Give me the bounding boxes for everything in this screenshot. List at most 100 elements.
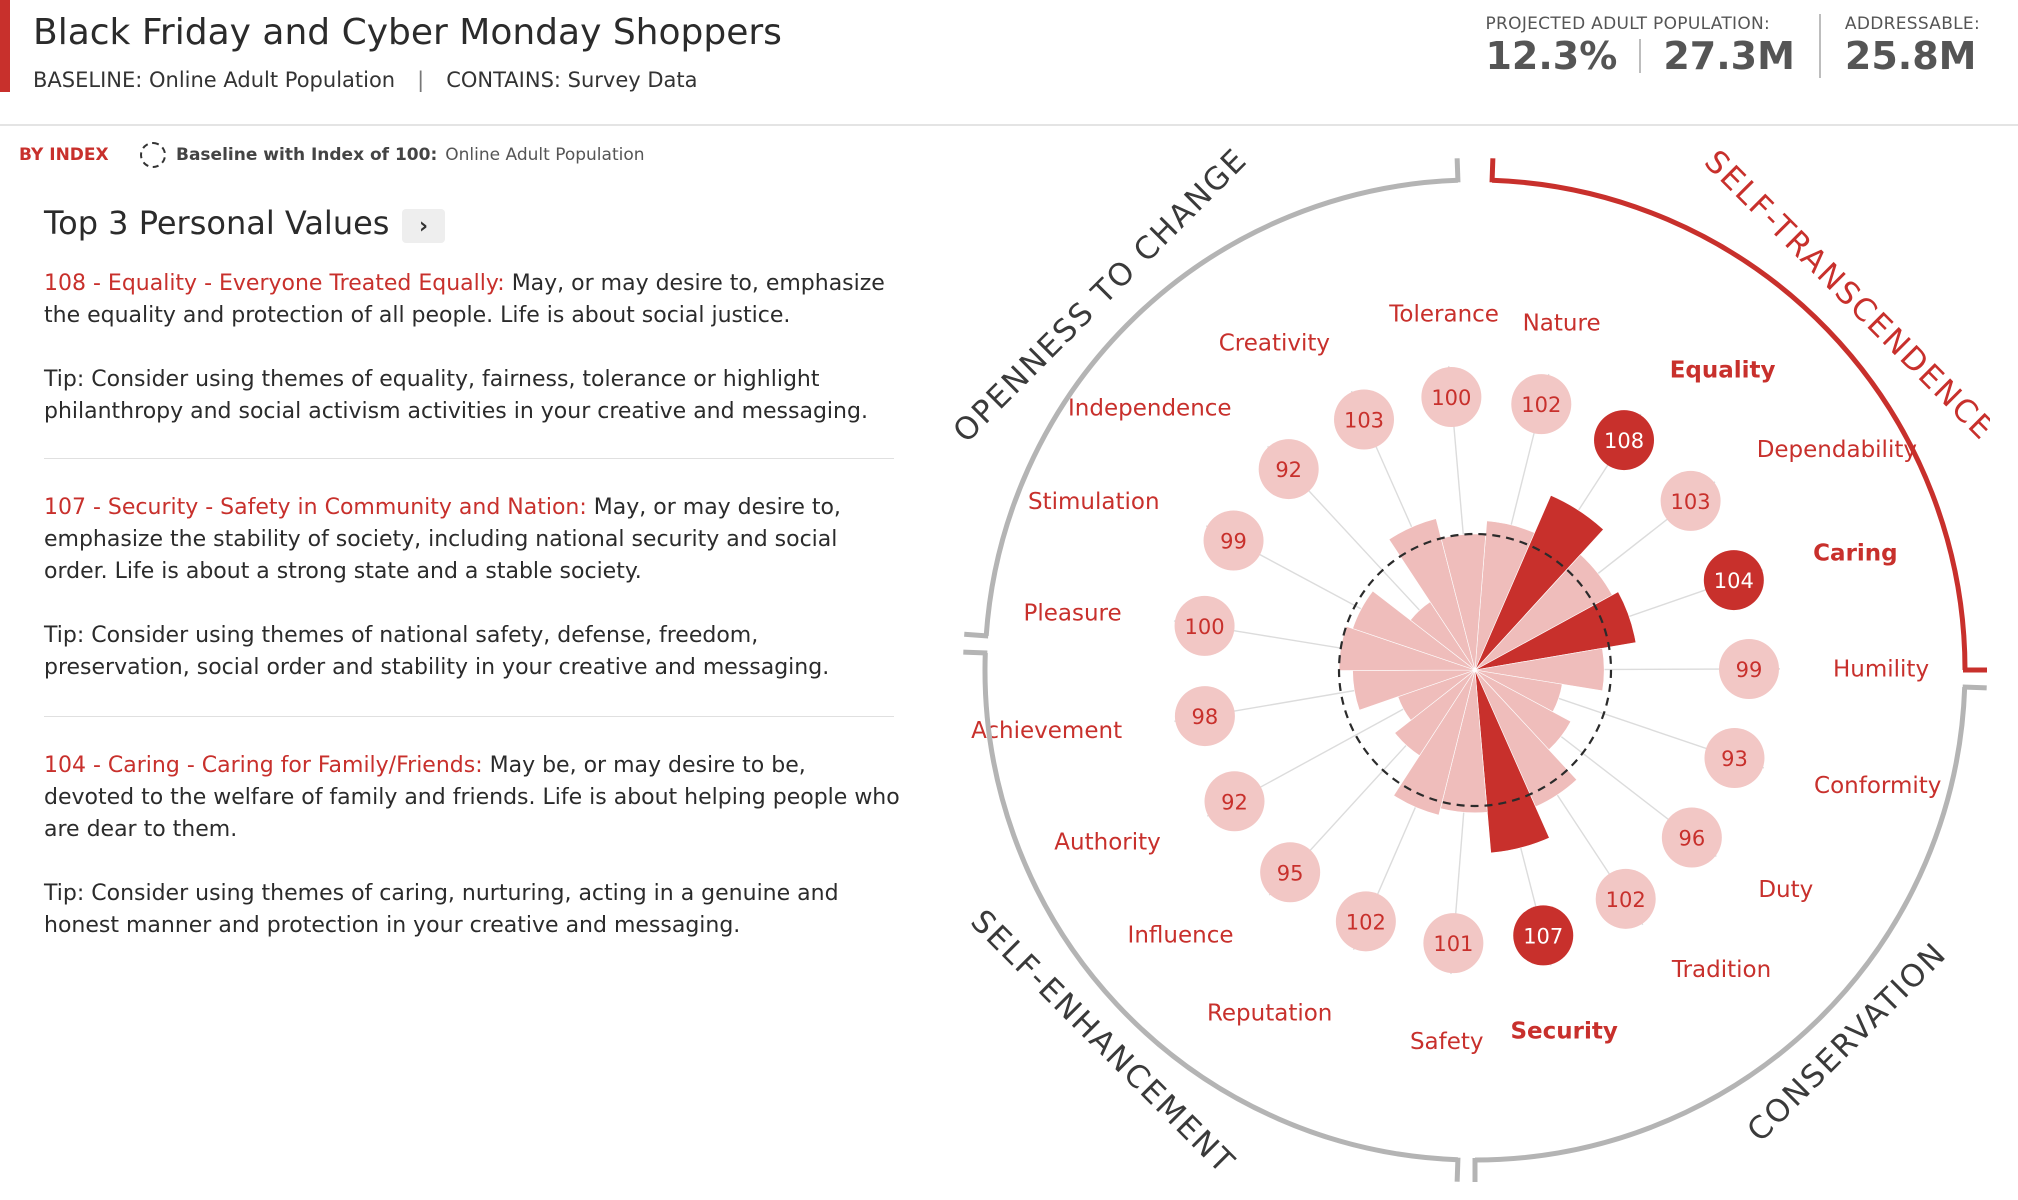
value-wedge-influence [1394, 669, 1476, 757]
value-label-influence: Influence [1128, 922, 1234, 948]
header-accent-bar [0, 0, 10, 92]
value-dot [1174, 686, 1235, 747]
value-label-equality: Equality [1670, 358, 1776, 384]
value-lead: 108 - Equality - Everyone Treated Equall… [44, 271, 505, 296]
projected-percent: 12.3% [1485, 34, 1618, 78]
group-arc-conservation [1474, 687, 1968, 1163]
value-lead: 107 - Security - Safety in Community and… [44, 495, 587, 520]
value-item: 108 - Equality - Everyone Treated Equall… [44, 268, 902, 428]
personal-values-wheel: 102 Nature 108 Equality 103 Dependability 104 C… [946, 141, 1990, 1182]
group-arc-tick [1962, 684, 1987, 691]
projected-count: 27.3M [1663, 34, 1795, 78]
value-tip: Tip: Consider using themes of caring, nu… [44, 881, 839, 938]
value-desc: May, or may desire to, emphasize the equ… [44, 271, 885, 328]
addressable-stat: ADDRESSABLE: 25.8M [1818, 14, 2004, 78]
baseline-legend-label: Baseline with Index of 100: [176, 145, 438, 165]
value-wedge-security [1474, 669, 1550, 854]
value-item: 104 - Caring - Caring for Family/Friends… [44, 750, 902, 942]
value-number: 108 [1604, 429, 1644, 453]
value-label-tolerance: Tolerance [1388, 301, 1499, 327]
baseline-legend-value: Online Adult Population [445, 145, 645, 165]
population-stats: PROJECTED ADULT POPULATION: 12.3% 27.3M … [1461, 14, 2004, 78]
value-desc: May be, or may desire to be, devoted to … [44, 753, 900, 842]
by-index-tab[interactable]: BY INDEX [19, 145, 109, 165]
addressable-label: ADDRESSABLE: [1844, 14, 1980, 34]
group-arc-tick [964, 631, 989, 639]
value-dot [1334, 389, 1395, 450]
group-arc-openness to change [983, 177, 1458, 636]
chevron-right-icon: › [418, 213, 429, 239]
value-dot [1703, 550, 1764, 611]
header-separator: | [417, 68, 425, 92]
value-item: 107 - Security - Safety in Community and… [44, 492, 902, 684]
value-dot [1661, 807, 1722, 868]
baseline-text: BASELINE: Online Adult Population [33, 68, 396, 92]
group-arc-tick [1489, 158, 1496, 183]
next-button[interactable]: › [402, 209, 445, 243]
header-divider [0, 124, 2018, 126]
value-number: 96 [1678, 826, 1705, 850]
value-number: 99 [1220, 529, 1247, 553]
projected-stat: PROJECTED ADULT POPULATION: 12.3% 27.3M [1461, 14, 1818, 78]
dashed-circle-icon [140, 142, 166, 168]
contains-text: CONTAINS: Survey Data [446, 68, 698, 92]
value-dot [1258, 439, 1319, 500]
value-dot [1595, 868, 1656, 929]
projected-values: 12.3% 27.3M [1485, 34, 1794, 78]
projected-label: PROJECTED ADULT POPULATION: [1485, 14, 1771, 34]
addressable-count: 25.8M [1844, 34, 1977, 78]
group-arc-self-enhancement [982, 652, 1458, 1163]
value-wedge-creativity [1388, 518, 1476, 671]
value-tip: Tip: Consider using themes of equality, … [44, 367, 868, 424]
value-number: 102 [1346, 910, 1386, 934]
value-dot [1174, 595, 1235, 656]
value-number: 92 [1275, 458, 1302, 482]
value-label-safety: Safety [1410, 1029, 1484, 1055]
value-label-nature: Nature [1523, 311, 1601, 337]
value-number: 103 [1344, 408, 1384, 432]
value-label-reputation: Reputation [1207, 1000, 1332, 1026]
value-dot [1335, 891, 1396, 952]
value-label-tradition: Tradition [1671, 957, 1771, 983]
value-dot [1204, 771, 1265, 832]
value-label-stimulation: Stimulation [1028, 489, 1160, 515]
value-dot [1594, 410, 1655, 471]
value-number: 99 [1736, 658, 1763, 682]
value-number: 93 [1721, 747, 1748, 771]
value-number: 101 [1433, 932, 1473, 956]
group-arc-self-transcendence [1492, 177, 1968, 671]
value-number: 103 [1671, 490, 1711, 514]
header-subline: BASELINE: Online Adult Population | CONTAI… [33, 68, 698, 92]
value-number: 95 [1277, 861, 1304, 885]
value-label-authority: Authority [1054, 830, 1160, 856]
section-divider [44, 458, 894, 459]
group-label-self-transcendence: SELF-TRANSCENDENCE [1697, 143, 1990, 447]
value-number: 107 [1523, 924, 1563, 948]
value-label-conformity: Conformity [1814, 773, 1941, 799]
value-dot [1718, 638, 1779, 699]
value-dot [1511, 374, 1572, 435]
baseline-circle [1337, 532, 1613, 808]
value-wedge-reputation [1393, 669, 1476, 816]
value-label-independence: Independence [1068, 396, 1232, 422]
value-description: 107 - Security - Safety in Community and… [44, 492, 902, 588]
baseline-legend: Baseline with Index of 100: Online Adult… [140, 142, 645, 168]
value-label-dependability: Dependability [1757, 437, 1917, 463]
section-divider [44, 716, 894, 717]
value-dot [1660, 470, 1721, 531]
value-number: 100 [1431, 386, 1471, 410]
value-dot [1704, 728, 1765, 789]
value-label-security: Security [1510, 1019, 1617, 1045]
value-tip: Tip: Consider using themes of national s… [44, 623, 830, 680]
value-wedge-humility [1474, 647, 1605, 692]
value-wedge-caring [1474, 591, 1637, 671]
value-dot [1421, 367, 1482, 428]
value-label-pleasure: Pleasure [1023, 600, 1121, 626]
value-desc: May, or may desire to, emphasize the sta… [44, 495, 841, 584]
value-number: 98 [1192, 705, 1219, 729]
value-number: 100 [1185, 615, 1225, 639]
value-dot [1203, 510, 1264, 571]
value-label-humility: Humility [1833, 657, 1929, 683]
value-dot [1260, 842, 1321, 903]
value-lead: 104 - Caring - Caring for Family/Friends… [44, 753, 483, 778]
